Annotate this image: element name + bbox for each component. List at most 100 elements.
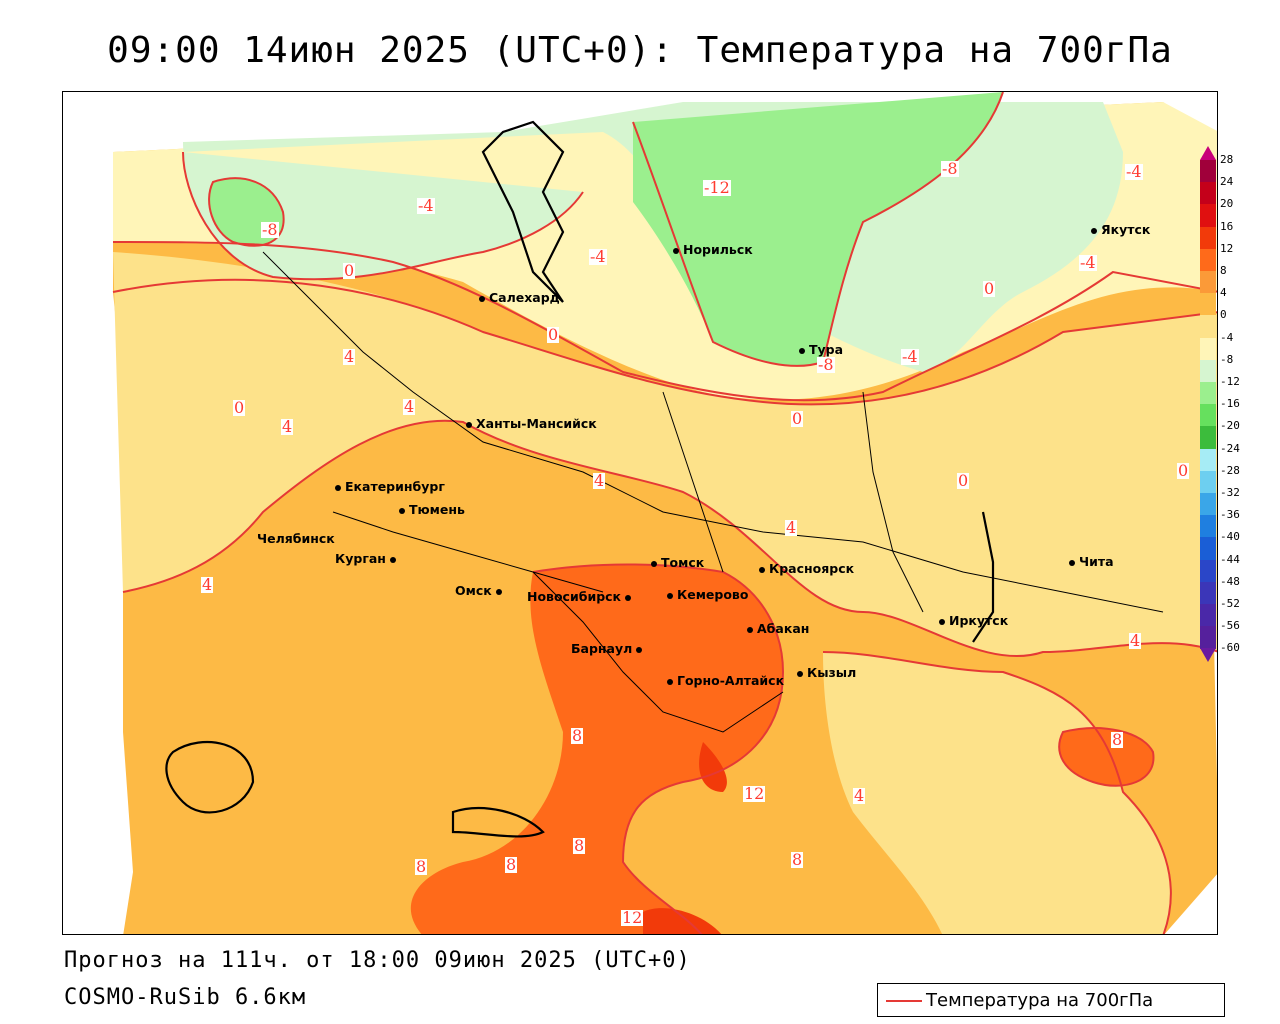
scale-label: -28 <box>1220 463 1240 477</box>
city-label: Красноярск <box>759 561 854 576</box>
scale-swatch <box>1200 160 1216 183</box>
contour-label: 12 <box>621 908 644 927</box>
contour-label: 4 <box>853 786 866 805</box>
contour-label: 8 <box>1111 730 1124 749</box>
scale-label: -4 <box>1220 330 1234 344</box>
legend-line <box>886 1000 922 1002</box>
scale-label: -8 <box>1220 352 1234 366</box>
city-label: Иркутск <box>939 613 1008 628</box>
city-label: Тура <box>799 342 843 357</box>
zone-0-4-south <box>823 652 1171 934</box>
forecast-info: Прогноз на 111ч. от 18:00 09июн 2025 (UT… <box>64 948 691 973</box>
contour-label: -4 <box>589 247 607 266</box>
city-dot <box>939 618 945 625</box>
city-label: Кызыл <box>797 665 856 680</box>
scale-label: 16 <box>1220 219 1234 233</box>
city-dot <box>747 626 753 633</box>
scale-swatch <box>1200 359 1216 383</box>
scale-swatch <box>1200 248 1216 272</box>
contour-label: 4 <box>343 347 356 366</box>
city-label: Омск <box>455 583 506 598</box>
city-dot <box>673 247 679 254</box>
city-label: Тюмень <box>399 502 465 517</box>
scale-label: -44 <box>1220 552 1240 566</box>
scale-swatch <box>1200 226 1216 250</box>
city-dot <box>759 566 765 573</box>
scale-arrow-bottom <box>1200 648 1216 663</box>
contour-label: 8 <box>791 850 804 869</box>
zone-12-16 <box>643 742 727 934</box>
temperature-field <box>112 92 1217 934</box>
city-dot <box>495 588 502 595</box>
scale-label: -24 <box>1220 441 1240 455</box>
scale-label: -48 <box>1220 574 1240 588</box>
scale-label: 12 <box>1220 241 1234 255</box>
city-dot <box>636 646 643 653</box>
city-dot <box>1069 559 1075 566</box>
city-dot <box>667 678 673 685</box>
city-label: Новосибирск <box>527 589 635 604</box>
contour-label: 12 <box>743 784 766 803</box>
city-label: Томск <box>651 555 704 570</box>
city-dot <box>799 347 805 354</box>
city-dot <box>797 670 803 677</box>
scale-swatch <box>1200 182 1216 205</box>
contour-label: 4 <box>1129 631 1142 650</box>
zone-0-4 <box>113 252 1217 657</box>
city-dot <box>625 594 632 601</box>
scale-swatch <box>1200 382 1216 405</box>
contour-label: -4 <box>417 196 435 215</box>
scale-label: 28 <box>1220 153 1234 166</box>
scale-label: -40 <box>1220 530 1240 544</box>
city-label: Норильск <box>673 242 753 257</box>
scale-label: -36 <box>1220 508 1240 522</box>
contour-label: 8 <box>505 855 518 874</box>
scale-label: 24 <box>1220 175 1234 189</box>
city-dot <box>651 560 657 567</box>
page-title: 09:00 14июн 2025 (UTC+0): Температура на… <box>107 30 1173 71</box>
contour-label: 0 <box>233 398 246 417</box>
contour-label: 0 <box>957 471 970 490</box>
contour-label: 0 <box>547 325 560 344</box>
scale-swatch <box>1200 604 1216 627</box>
legend-label: Температура на 700гПа <box>926 990 1154 1011</box>
city-label: Горно-Алтайск <box>667 673 784 688</box>
contour-label: 0 <box>983 279 996 298</box>
borders <box>262 251 1164 733</box>
model-info: COSMO-RuSib 6.6км <box>64 985 307 1010</box>
contour-label: 4 <box>785 518 798 537</box>
city-label: Барнаул <box>571 641 646 656</box>
contour-label: -4 <box>1125 162 1143 181</box>
city-label: Абакан <box>747 621 809 636</box>
zone-8-12-east <box>1059 728 1154 786</box>
city-label: Ханты-Мансийск <box>466 416 597 431</box>
temperature-map[interactable]: Норильск Якутск Салехард Тура Ханты-Манс… <box>62 91 1218 935</box>
contour-label: 0 <box>343 261 356 280</box>
city-label: Чита <box>1069 554 1114 569</box>
contour-label: 4 <box>281 417 294 436</box>
scale-label: -20 <box>1220 419 1240 433</box>
scale-label: -32 <box>1220 486 1240 499</box>
contour-label: 0 <box>791 409 804 428</box>
scale-label: -56 <box>1220 619 1240 633</box>
zone-8-12 <box>410 564 783 934</box>
contour-label: 8 <box>415 857 428 876</box>
contour-label: -4 <box>1079 253 1097 272</box>
city-dot <box>1091 227 1097 234</box>
scale-arrow-top <box>1200 146 1216 160</box>
scale-swatch <box>1200 559 1216 583</box>
scale-swatch <box>1200 337 1216 361</box>
city-dot <box>389 556 396 563</box>
scale-label: -60 <box>1220 641 1240 655</box>
scale-swatch <box>1200 448 1216 472</box>
city-label: Якутск <box>1091 222 1150 237</box>
contour-label: 8 <box>573 836 586 855</box>
scale-label: -16 <box>1220 397 1240 411</box>
contour-label: 8 <box>571 726 584 745</box>
contour-label: -12 <box>703 178 731 197</box>
city-dot <box>399 507 405 514</box>
scale-swatch <box>1200 404 1216 427</box>
city-label: Челябинск <box>257 531 335 546</box>
isotherms <box>112 92 1217 934</box>
scale-swatch <box>1200 426 1216 450</box>
